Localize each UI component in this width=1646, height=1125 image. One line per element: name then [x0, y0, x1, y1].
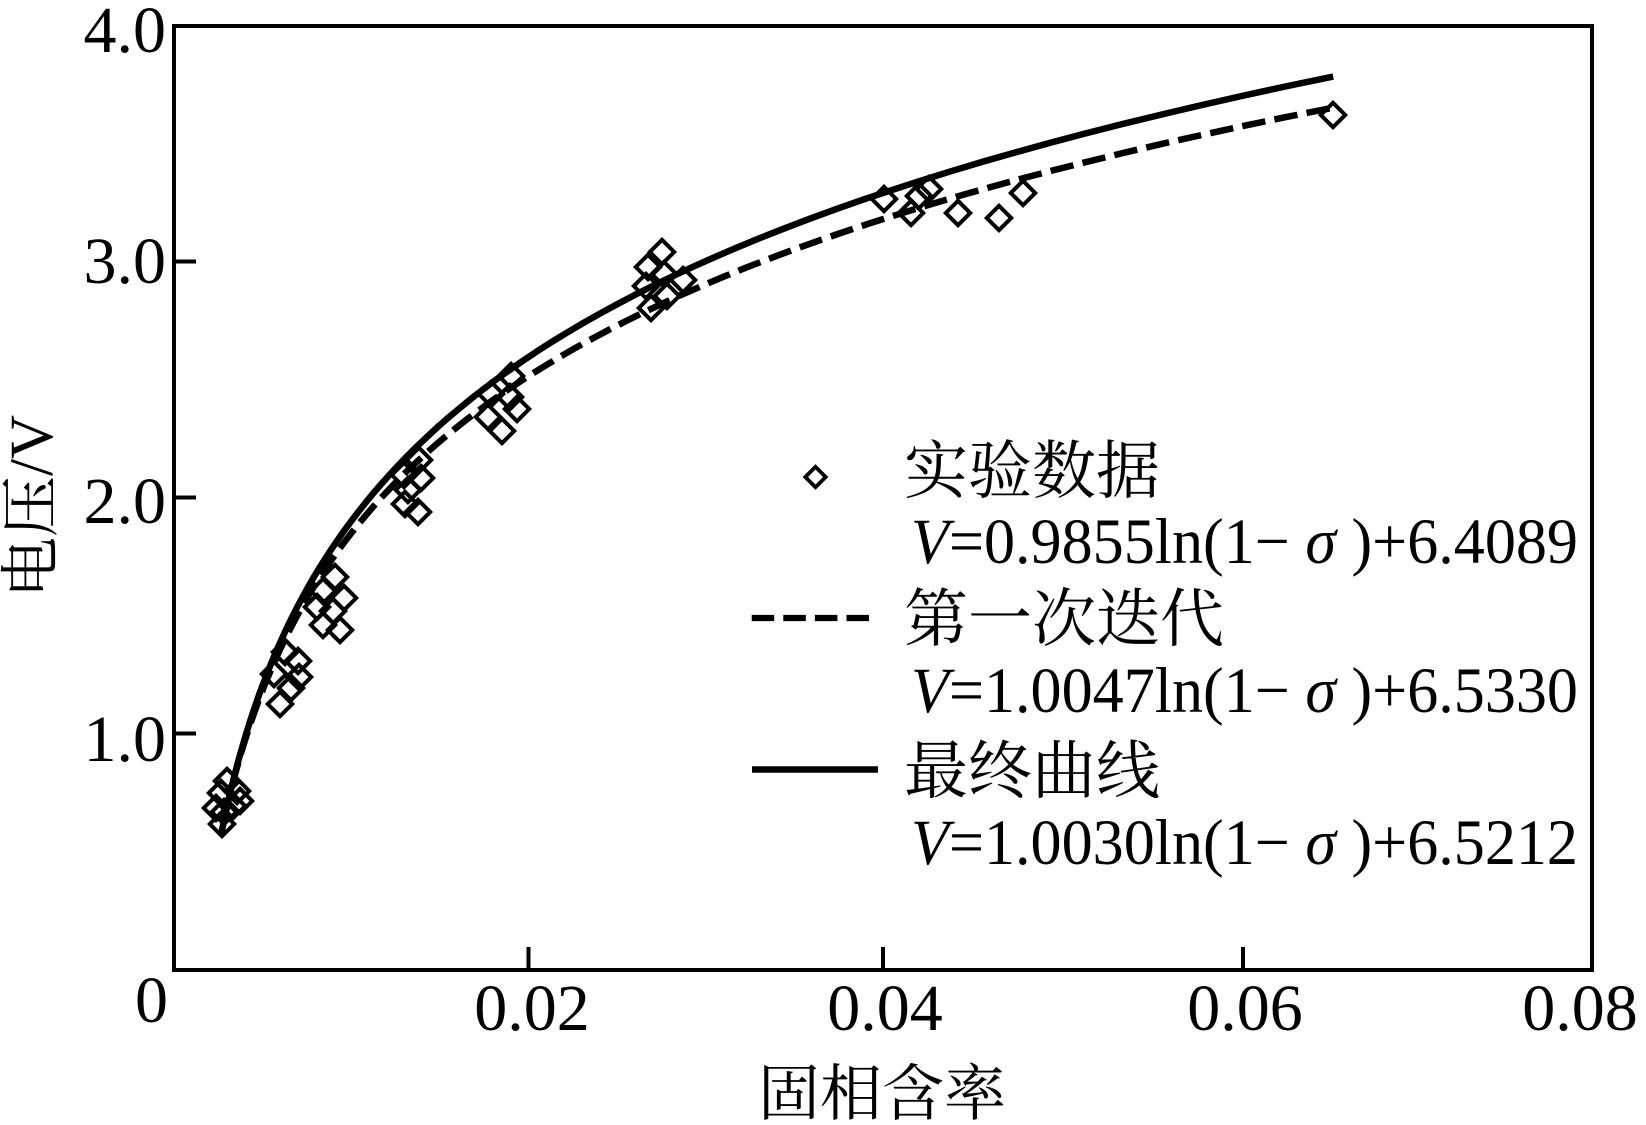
svg-text:0.08: 0.08: [1522, 972, 1638, 1045]
svg-text:0.02: 0.02: [474, 972, 590, 1045]
svg-text:1.0: 1.0: [84, 703, 167, 776]
svg-text:V=1.0030ln(1− σ )+6.5212: V=1.0030ln(1− σ )+6.5212: [911, 807, 1578, 879]
svg-text:V=0.9855ln(1− σ )+6.4089: V=0.9855ln(1− σ )+6.4089: [911, 506, 1578, 578]
svg-text:0: 0: [135, 964, 168, 1037]
svg-text:2.0: 2.0: [84, 465, 167, 538]
svg-text:V=1.0047ln(1− σ )+6.5330: V=1.0047ln(1− σ )+6.5330: [911, 655, 1578, 727]
svg-text:4.0: 4.0: [84, 0, 167, 67]
svg-text:3.0: 3.0: [84, 225, 167, 298]
svg-text:0.04: 0.04: [827, 972, 943, 1045]
svg-text:/V: /V: [0, 415, 66, 476]
svg-text:0.06: 0.06: [1187, 972, 1303, 1045]
